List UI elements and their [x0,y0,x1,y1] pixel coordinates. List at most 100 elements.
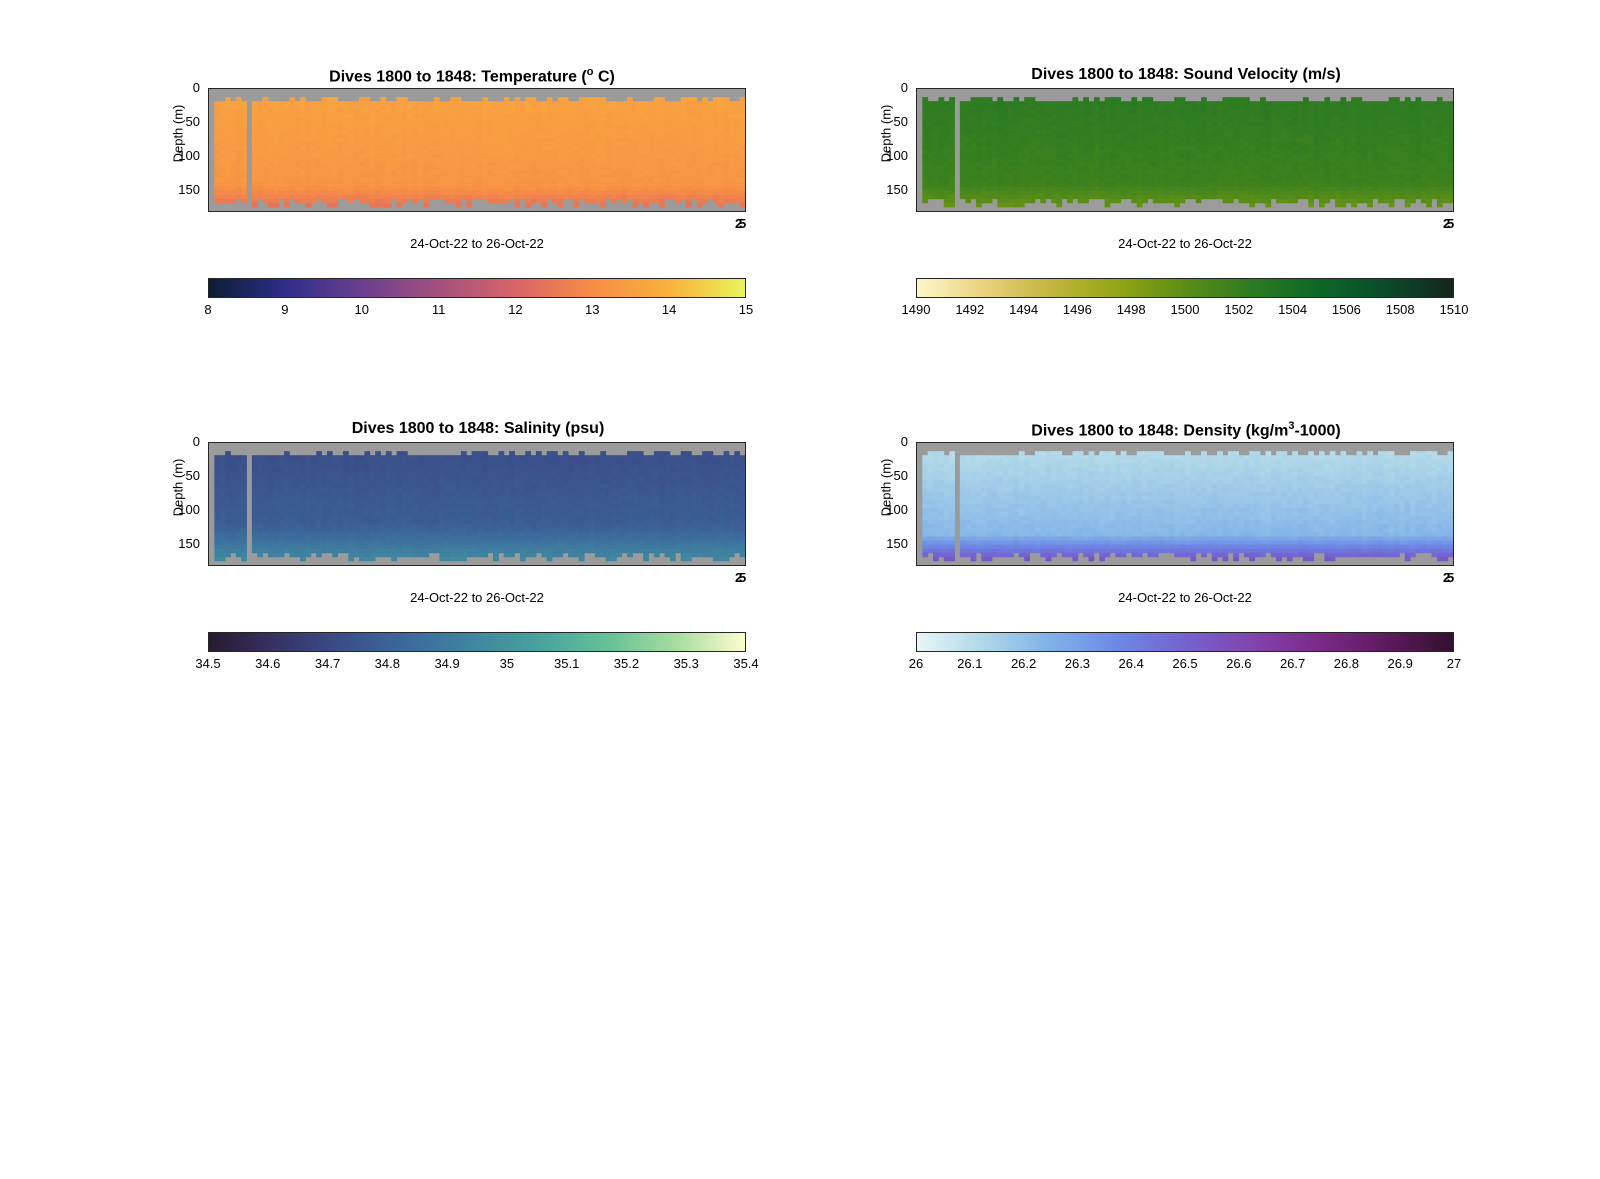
heatmap-cell [927,125,934,131]
heatmap-cell [1088,186,1095,192]
heatmap-cell [680,182,687,187]
heatmap-cell [471,129,478,135]
heatmap-cell [251,113,258,118]
heatmap-cell [707,141,714,147]
heatmap-cell [578,141,585,147]
heatmap-cell [337,133,344,139]
heatmap-cell [1420,141,1427,147]
heatmap-cell [241,178,247,183]
heatmap-cell [648,109,655,114]
heatmap-cell [273,198,280,204]
heatmap-cell [632,101,639,106]
heatmap-cell [1447,154,1453,159]
heatmap-cell [305,178,312,183]
heatmap-cell [364,166,371,171]
heatmap-cell [1276,198,1282,204]
heatmap-cell [423,178,430,183]
heatmap-cell [1142,137,1148,143]
heatmap-cell [1254,145,1261,151]
heatmap-cell [1281,129,1288,135]
heatmap-cell [225,97,231,102]
heatmap-cell [1233,186,1239,192]
heatmap-cell [332,137,339,143]
heatmap-cell [1260,137,1266,143]
heatmap-cell [1372,129,1379,135]
heatmap-cell [396,97,403,102]
heatmap-cell [1270,182,1277,187]
heatmap-cell [375,170,381,175]
heatmap-cell [1276,186,1282,192]
heatmap-cell [686,170,692,175]
heatmap-cell [407,105,414,110]
heatmap-cell [1324,190,1331,196]
heatmap-cell [653,150,660,155]
heatmap-cell [423,113,430,118]
heatmap-cell [525,145,531,151]
heatmap-cell [498,113,505,118]
heatmap-cell [337,105,344,110]
heatmap-cell [1131,125,1138,131]
heatmap-cell [1174,129,1181,135]
heatmap-cell [380,129,387,135]
heatmap-cell [337,154,344,159]
heatmap-cell [1131,117,1138,122]
heatmap-cell [450,145,456,151]
heatmap-cell [975,170,982,175]
heatmap-cell [664,150,671,155]
heatmap-cell [1168,174,1175,179]
heatmap-cell [1115,190,1122,196]
heatmap-cell [225,105,231,110]
heatmap-cell [214,113,221,118]
heatmap-cell [1297,154,1304,159]
heatmap-cell [605,170,612,175]
heatmap-cell [584,117,590,122]
heatmap-cell [219,150,226,155]
heatmap-cell [696,170,703,175]
heatmap-cell [653,113,660,118]
heatmap-cell [723,145,730,151]
heatmap-cell [696,121,703,126]
heatmap-cell [1077,182,1084,187]
heatmap-cell [1067,158,1073,163]
heatmap-cell [375,186,381,192]
heatmap-cell [326,194,333,200]
heatmap-cell [1131,166,1138,171]
heatmap-cell [1179,174,1186,179]
heatmap-cell [1013,101,1020,106]
heatmap-cell [434,194,440,200]
heatmap-cell [1383,166,1390,171]
heatmap-cell [1260,121,1266,126]
heatmap-cell [589,166,596,171]
heatmap-cell [728,154,735,159]
heatmap-cell [267,141,274,147]
heatmap-cell [675,117,682,122]
heatmap-cell [1222,105,1229,110]
heatmap-cell [589,113,596,118]
heatmap-cell [1099,162,1105,167]
heatmap-cell [632,117,639,122]
heatmap-cell [659,166,665,171]
heatmap-cell [1351,121,1357,126]
heatmap-cell [970,101,977,106]
heatmap-cell [348,150,355,155]
heatmap-cell [514,121,521,126]
heatmap-cell [959,125,966,131]
heatmap-cell [1034,117,1041,122]
heatmap-cell [1308,101,1315,106]
heatmap-cell [707,174,714,179]
heatmap-cell [605,141,612,147]
heatmap-cell [353,137,360,143]
heatmap-cell [1356,150,1363,155]
heatmap-cell [1126,101,1132,106]
heatmap-cell [294,137,301,143]
heatmap-cell [1061,113,1068,118]
heatmap-cell [648,166,655,171]
colorbar-tick-label: 9 [281,302,289,317]
heatmap-cell [434,150,440,155]
heatmap-cell [1040,174,1047,179]
heatmap-cell [300,117,306,122]
heatmap-cell [675,113,682,118]
heatmap-cell [300,141,306,147]
heatmap-cell [1243,113,1250,118]
heatmap-cell [1024,182,1030,187]
